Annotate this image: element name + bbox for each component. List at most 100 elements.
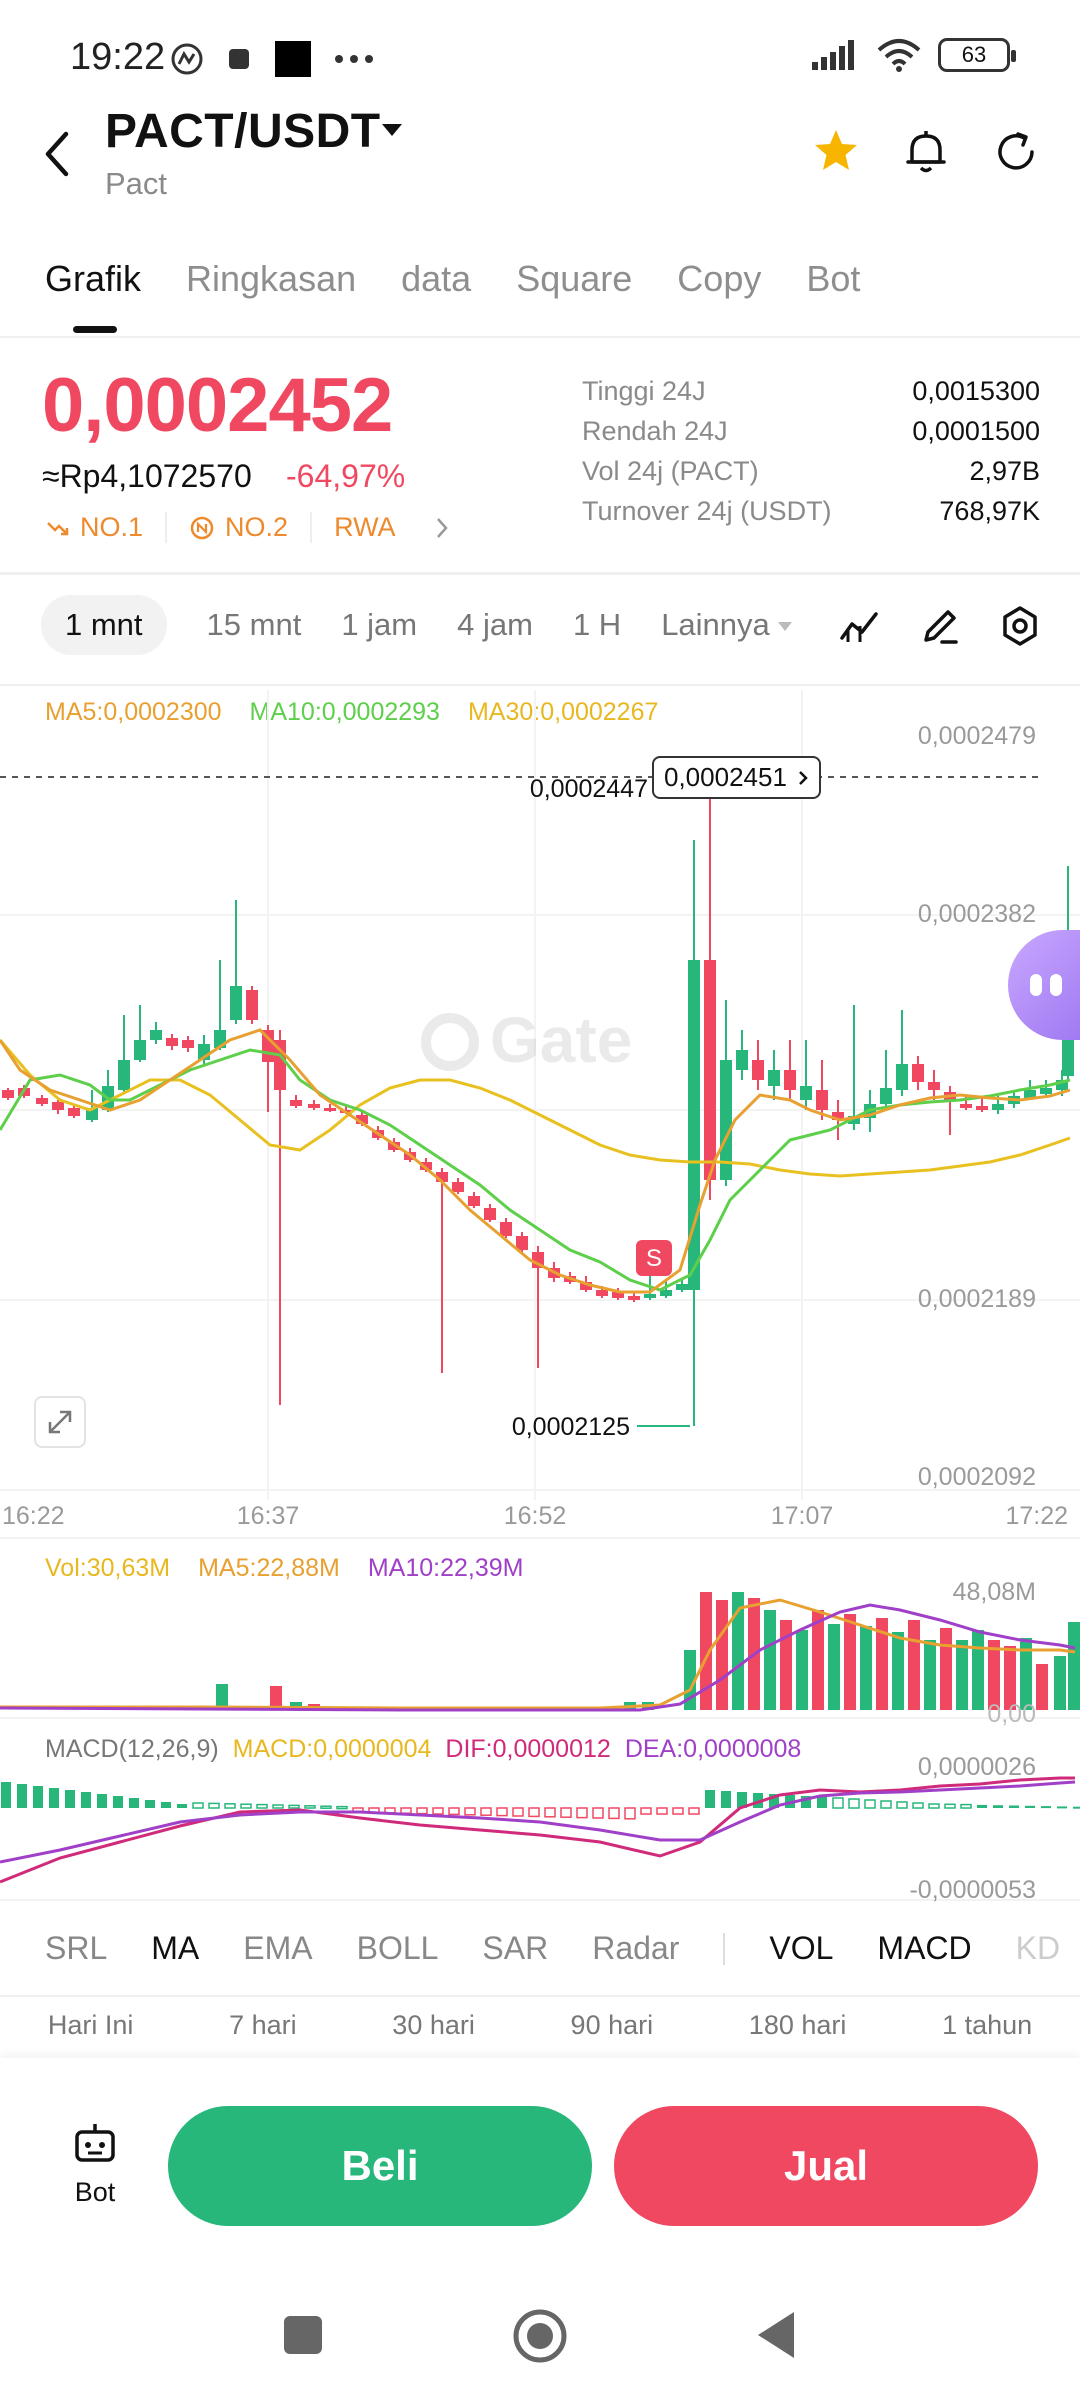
period-180d[interactable]: 180 hari (748, 2010, 847, 2040)
interval-1d[interactable]: 1 H (572, 607, 622, 642)
candle-body (324, 1108, 336, 1111)
indicator-radar[interactable]: Radar (592, 1930, 680, 1966)
candle-body (308, 1104, 320, 1108)
tab-grafik[interactable]: Grafik (45, 258, 142, 299)
indicator-sar[interactable]: SAR (482, 1930, 549, 1966)
ma5-line (0, 1028, 1071, 1294)
interval-more[interactable]: Lainnya (661, 595, 792, 655)
candle-body (118, 1060, 130, 1090)
candle-body (1040, 1088, 1052, 1094)
macd-bar (848, 1798, 860, 1809)
vol-legend-value: Vol:30,63M (45, 1554, 171, 1582)
system-nav-bar (0, 2290, 1080, 2380)
divider (0, 336, 1080, 338)
volume-bar (844, 1614, 856, 1710)
macd-bar (977, 1804, 987, 1808)
tab-copy[interactable]: Copy (677, 258, 762, 299)
candle-body (784, 1070, 796, 1090)
tab-data[interactable]: data (401, 258, 472, 299)
period-30d[interactable]: 30 hari (392, 2010, 475, 2040)
candle-body (960, 1104, 972, 1108)
indicator-srl[interactable]: SRL (45, 1930, 108, 1966)
interval-15m[interactable]: 15 mnt (206, 607, 302, 642)
candle-body (752, 1060, 764, 1080)
tag-no1[interactable]: NO.1 (46, 512, 168, 543)
candle-body (134, 1040, 146, 1060)
pair-title[interactable]: PACT/USDT (105, 105, 381, 158)
stat-value: 768,97K (939, 496, 1040, 526)
black-square-icon (275, 41, 311, 77)
tag-rwa[interactable]: RWA (334, 512, 418, 543)
sell-button[interactable]: Jual (614, 2106, 1038, 2226)
back-nav-icon[interactable] (752, 2308, 800, 2362)
stat-row-turnover: Turnover 24j (USDT) 768,97K (582, 496, 1040, 536)
macd-bar (1041, 1806, 1051, 1809)
settings-hexagon-icon[interactable] (996, 602, 1044, 650)
candle-body (1024, 1090, 1036, 1098)
time-axis-label: 17:22 (1005, 1502, 1068, 1530)
stat-label: Vol 24j (PACT) (582, 456, 759, 486)
pair-dropdown-caret-icon[interactable] (382, 124, 402, 136)
notification-icons (170, 40, 374, 78)
interval-1m[interactable]: 1 mnt (41, 595, 167, 655)
period-today[interactable]: Hari Ini (47, 2010, 134, 2040)
indicator-boll[interactable]: BOLL (356, 1930, 439, 1966)
tab-ringkasan[interactable]: Ringkasan (186, 258, 357, 299)
macd-bar (1073, 1806, 1080, 1809)
caret-down-icon (777, 622, 792, 632)
home-icon[interactable] (510, 2306, 570, 2366)
indicator-kd[interactable]: KD (1015, 1930, 1061, 1966)
back-arrow-icon[interactable] (38, 124, 78, 184)
buy-button[interactable]: Beli (168, 2106, 592, 2226)
fullscreen-expand-button[interactable] (34, 1396, 86, 1448)
candle-body (976, 1106, 988, 1110)
volume-bar (764, 1610, 776, 1710)
change-percent: -64,97% (286, 458, 406, 494)
tag-no2[interactable]: NO.2 (189, 512, 313, 543)
macd-bar (576, 1807, 588, 1819)
current-price-tag[interactable]: 0,0002451 (652, 756, 821, 799)
recent-apps-icon[interactable] (280, 2312, 326, 2358)
indicator-chart-icon[interactable] (836, 602, 884, 650)
macd-bar (304, 1805, 316, 1809)
candlestick-chart[interactable]: Gate 0,0002479 0,0002382 0,0002189 0,000… (0, 680, 1080, 1910)
divider (0, 684, 1080, 686)
status-time: 19:22 (70, 36, 166, 78)
macd-bar (528, 1807, 540, 1818)
trend-down-icon (47, 521, 69, 535)
bell-icon[interactable] (898, 124, 954, 180)
candle-body (992, 1104, 1004, 1110)
interval-selector: 1 mnt 15 mnt 1 jam 4 jam 1 H Lainnya (41, 595, 792, 655)
period-7d[interactable]: 7 hari (229, 2010, 297, 2040)
bot-button[interactable]: Bot (60, 2118, 130, 2208)
battery-level: 63 (961, 42, 987, 67)
macd-bar (496, 1807, 508, 1817)
chevron-right-icon[interactable] (434, 515, 450, 541)
indicator-ma[interactable]: MA (151, 1930, 200, 1966)
refresh-icon[interactable] (988, 124, 1044, 180)
macd-bar (97, 1794, 107, 1808)
candle-body (356, 1115, 368, 1124)
draw-pen-icon[interactable] (916, 602, 964, 650)
macd-bar (81, 1792, 91, 1808)
indicator-vol[interactable]: VOL (769, 1930, 834, 1966)
macd-bar (801, 1796, 811, 1808)
volume-bar (988, 1640, 1000, 1710)
indicator-ema[interactable]: EMA (243, 1930, 313, 1966)
volume-bar (732, 1592, 744, 1710)
period-1y[interactable]: 1 tahun (942, 2010, 1033, 2040)
period-90d[interactable]: 90 hari (570, 2010, 654, 2040)
star-favorite-icon[interactable] (808, 124, 864, 180)
vol-ma10-legend: MA10:22,39M (367, 1554, 524, 1582)
interval-1h[interactable]: 1 jam (341, 607, 418, 642)
pair-subtitle: Pact (105, 166, 168, 201)
macd-bar (224, 1803, 236, 1809)
indicator-macd[interactable]: MACD (877, 1930, 972, 1966)
last-price: 0,0002452 (42, 363, 393, 448)
candle-body (676, 1284, 688, 1290)
time-axis-label: 16:22 (2, 1502, 65, 1530)
interval-4h[interactable]: 4 jam (457, 607, 533, 642)
indicator-separator (723, 1932, 726, 1965)
tab-square[interactable]: Square (516, 258, 633, 299)
tab-bot[interactable]: Bot (806, 258, 861, 299)
